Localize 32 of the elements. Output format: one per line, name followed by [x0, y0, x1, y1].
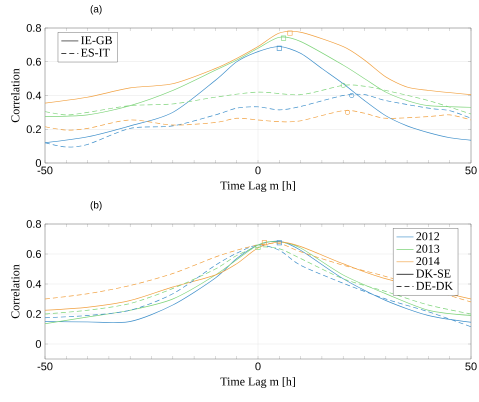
legend-label: 2013 [416, 244, 440, 253]
x-axis-title: Time Lag m [h] [220, 377, 295, 388]
y-tick-label: 0.2 [26, 310, 41, 318]
legend-label: IE-GB [81, 36, 112, 44]
legend-label: ES-IT [81, 48, 110, 57]
y-tick-label: 0.6 [26, 58, 41, 66]
x-tick-label: -50 [38, 166, 52, 174]
y-tick-label: 0.4 [26, 92, 42, 100]
line-series [44, 110, 472, 130]
y-tick-label: 0.8 [26, 220, 41, 228]
legend-label: 2014 [416, 257, 440, 266]
chart-title: (a) [90, 5, 102, 14]
x-tick-label: 50 [465, 362, 477, 370]
chart-title: (b) [90, 201, 102, 210]
y-axis-title: Correlation [10, 68, 20, 122]
x-tick-label: 0 [255, 362, 261, 370]
legend-label: 2012 [416, 232, 440, 240]
line-series [44, 36, 472, 117]
y-tick-label: 0 [36, 159, 42, 167]
x-tick-label: 50 [465, 166, 477, 174]
x-axis-title: Time Lag m [h] [220, 181, 295, 192]
y-tick-label: 0.2 [26, 125, 41, 134]
y-tick-label: 0.8 [26, 24, 41, 32]
legend-label: DE-DK [416, 282, 453, 290]
y-tick-label: 0 [36, 340, 42, 348]
line-series [44, 30, 472, 104]
y-axis-title: Correlation [10, 264, 20, 318]
x-tick-label: 0 [255, 166, 261, 174]
x-tick-label: -50 [38, 362, 52, 370]
y-tick-label: 0.6 [26, 250, 41, 258]
y-tick-label: 0.4 [26, 280, 42, 288]
legend-label: DK-SE [416, 270, 450, 278]
